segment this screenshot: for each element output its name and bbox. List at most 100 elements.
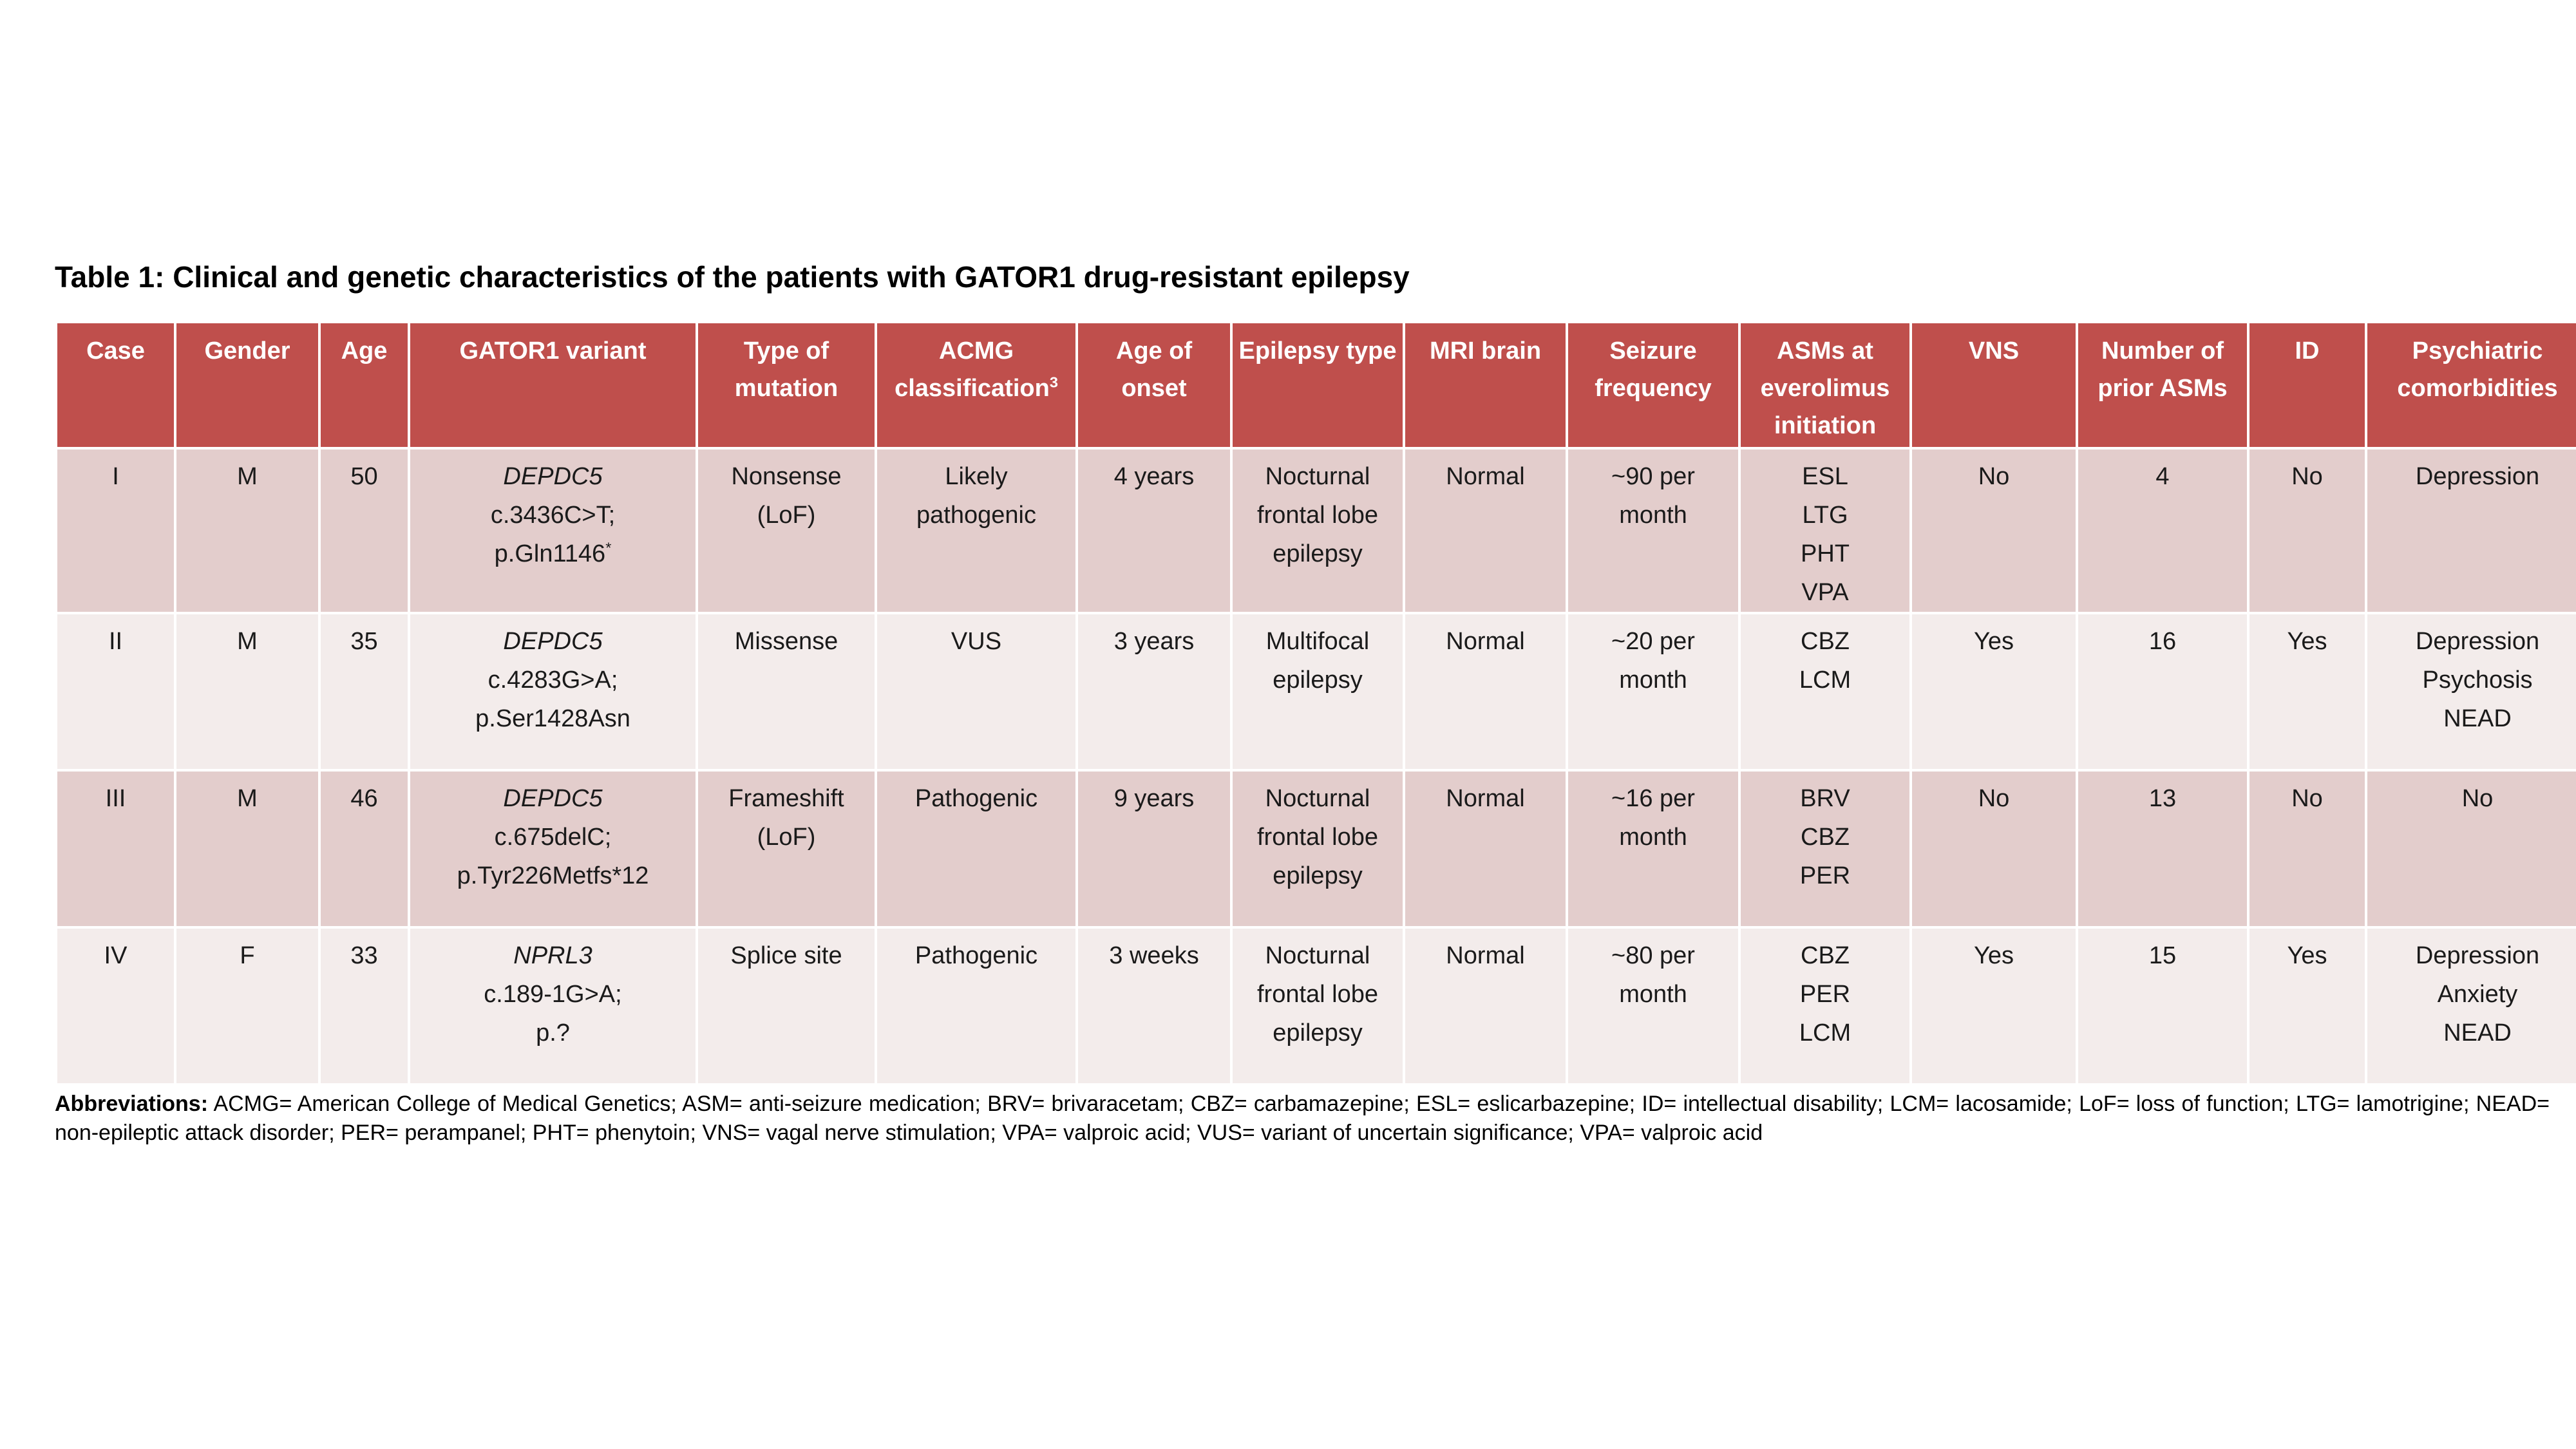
cell-line: frontal lobe	[1256, 981, 1378, 1008]
column-header: ID	[2249, 323, 2365, 447]
cell-line: frontal lobe	[1256, 824, 1378, 851]
cell-line: PER	[1799, 981, 1851, 1008]
gene-name: DEPDC5	[503, 463, 603, 490]
cell-line: month	[1619, 824, 1687, 851]
cell-line: Frameshift	[728, 785, 844, 812]
cell-line: ~80 per	[1611, 942, 1695, 969]
cell-line: Depression	[2415, 942, 2540, 969]
gene-name: NPRL3	[513, 942, 592, 969]
column-header: Epilepsy type	[1233, 323, 1403, 447]
cell-gender: F	[176, 929, 318, 1083]
table-header: Case Gender Age GATOR1 variant Type of mutat…	[57, 323, 2576, 447]
cell-case: II	[57, 614, 174, 769]
cell-line: epilepsy	[1273, 1019, 1363, 1046]
gene-name: DEPDC5	[503, 785, 603, 812]
cell-id: No	[2249, 450, 2365, 612]
cell-seizure: ~80 per month	[1568, 929, 1738, 1083]
cell-mri: Normal	[1405, 772, 1566, 926]
cell-case: III	[57, 772, 174, 926]
cell-variant: DEPDC5 c.4283G>A; p.Ser1428Asn	[410, 614, 696, 769]
cell-line: LCM	[1799, 1019, 1852, 1046]
cell-gender: M	[176, 772, 318, 926]
cell-line: Depression	[2415, 628, 2540, 655]
cell-variant: NPRL3 c.189-1G>A; p.?	[410, 929, 696, 1083]
cell-psychiatric: Depression Anxiety NEAD	[2367, 929, 2576, 1083]
cell-psychiatric: No	[2367, 772, 2576, 926]
cell-prior_asms: 16	[2078, 614, 2247, 769]
header-row: Case Gender Age GATOR1 variant Type of mutat…	[57, 323, 2576, 447]
cell-variant: DEPDC5 c.675delC; p.Tyr226Metfs*12	[410, 772, 696, 926]
cell-line: ESL	[1802, 463, 1848, 490]
cell-vns: Yes	[1912, 929, 2076, 1083]
cell-line: Nocturnal	[1265, 463, 1370, 490]
cell-acmg: Pathogenic	[877, 772, 1075, 926]
clinical-table: Case Gender Age GATOR1 variant Type of mutat…	[55, 321, 2576, 1086]
cell-psychiatric: Depression Psychosis NEAD	[2367, 614, 2576, 769]
column-header: Seizure frequency	[1568, 323, 1738, 447]
cell-line: Likely	[945, 463, 1008, 490]
cell-onset: 3 weeks	[1078, 929, 1230, 1083]
abbreviations-text: ACMG= American College of Medical Geneti…	[55, 1092, 2550, 1145]
cell-acmg: Pathogenic	[877, 929, 1075, 1083]
cell-id: No	[2249, 772, 2365, 926]
cell-mutation: Frameshift (LoF)	[698, 772, 875, 926]
cell-case: IV	[57, 929, 174, 1083]
cell-line: Psychosis	[2422, 667, 2533, 694]
cell-age: 50	[321, 450, 408, 612]
cell-asms: CBZ LCM	[1741, 614, 1909, 769]
cell-epilepsy: Nocturnal frontal lobe epilepsy	[1233, 772, 1403, 926]
cell-line: frontal lobe	[1256, 502, 1378, 529]
cell-line: ~16 per	[1611, 785, 1695, 812]
cell-age: 46	[321, 772, 408, 926]
cell-seizure: ~20 per month	[1568, 614, 1738, 769]
cell-mutation: Nonsense (LoF)	[698, 450, 875, 612]
cell-line: month	[1619, 667, 1687, 694]
cell-line: PER	[1799, 862, 1851, 889]
column-header: GATOR1 variant	[410, 323, 696, 447]
protein-change: p.Ser1428Asn	[475, 705, 630, 732]
cell-line: CBZ	[1801, 942, 1850, 969]
table-row: IV F 33 NPRL3 c.189-1G>A; p.? Splice site Patho…	[57, 929, 2576, 1083]
column-header: VNS	[1912, 323, 2076, 447]
cell-line: Multifocal	[1265, 628, 1370, 655]
cell-variant: DEPDC5 c.3436C>T; p.Gln1146*	[410, 450, 696, 612]
cell-mutation: Splice site	[698, 929, 875, 1083]
cell-epilepsy: Multifocal epilepsy	[1233, 614, 1403, 769]
header-superscript: 3	[1049, 374, 1058, 391]
cell-vns: Yes	[1912, 614, 2076, 769]
cell-line: Nocturnal	[1265, 942, 1370, 969]
cell-line: Pathogenic	[914, 942, 1038, 969]
cell-age: 33	[321, 929, 408, 1083]
column-header: Gender	[176, 323, 318, 447]
cell-onset: 4 years	[1078, 450, 1230, 612]
cell-mri: Normal	[1405, 929, 1566, 1083]
cell-case: I	[57, 450, 174, 612]
cell-line: ~20 per	[1611, 628, 1695, 655]
cell-epilepsy: Nocturnal frontal lobe epilepsy	[1233, 450, 1403, 612]
table-body: I M 50 DEPDC5 c.3436C>T; p.Gln1146* Nonsense (L…	[57, 450, 2576, 1083]
cell-line: epilepsy	[1273, 862, 1363, 889]
abbreviations-note: Abbreviations: ACMG= American College of…	[55, 1090, 2550, 1148]
cdna-change: c.675delC;	[494, 824, 612, 851]
cell-line: (LoF)	[757, 502, 816, 529]
table-row: II M 35 DEPDC5 c.4283G>A; p.Ser1428Asn Missens…	[57, 614, 2576, 769]
cell-line: BRV	[1800, 785, 1850, 812]
cell-psychiatric: Depression	[2367, 450, 2576, 612]
cell-line: Pathogenic	[914, 785, 1038, 812]
cdna-change: c.4283G>A;	[488, 667, 618, 694]
cell-line: ~90 per	[1611, 463, 1695, 490]
cell-seizure: ~16 per month	[1568, 772, 1738, 926]
cell-gender: M	[176, 450, 318, 612]
cell-age: 35	[321, 614, 408, 769]
cell-mutation: Missense	[698, 614, 875, 769]
cell-onset: 9 years	[1078, 772, 1230, 926]
column-header: MRI brain	[1405, 323, 1566, 447]
cell-line: month	[1619, 981, 1687, 1008]
cell-line: CBZ	[1801, 628, 1850, 655]
table-row: I M 50 DEPDC5 c.3436C>T; p.Gln1146* Nonsense (L…	[57, 450, 2576, 612]
cell-line: Splice site	[730, 942, 842, 969]
table-row: III M 46 DEPDC5 c.675delC; p.Tyr226Metfs*12 Fr…	[57, 772, 2576, 926]
cell-line: VPA	[1801, 579, 1849, 606]
gene-name: DEPDC5	[503, 628, 603, 655]
cell-prior_asms: 15	[2078, 929, 2247, 1083]
